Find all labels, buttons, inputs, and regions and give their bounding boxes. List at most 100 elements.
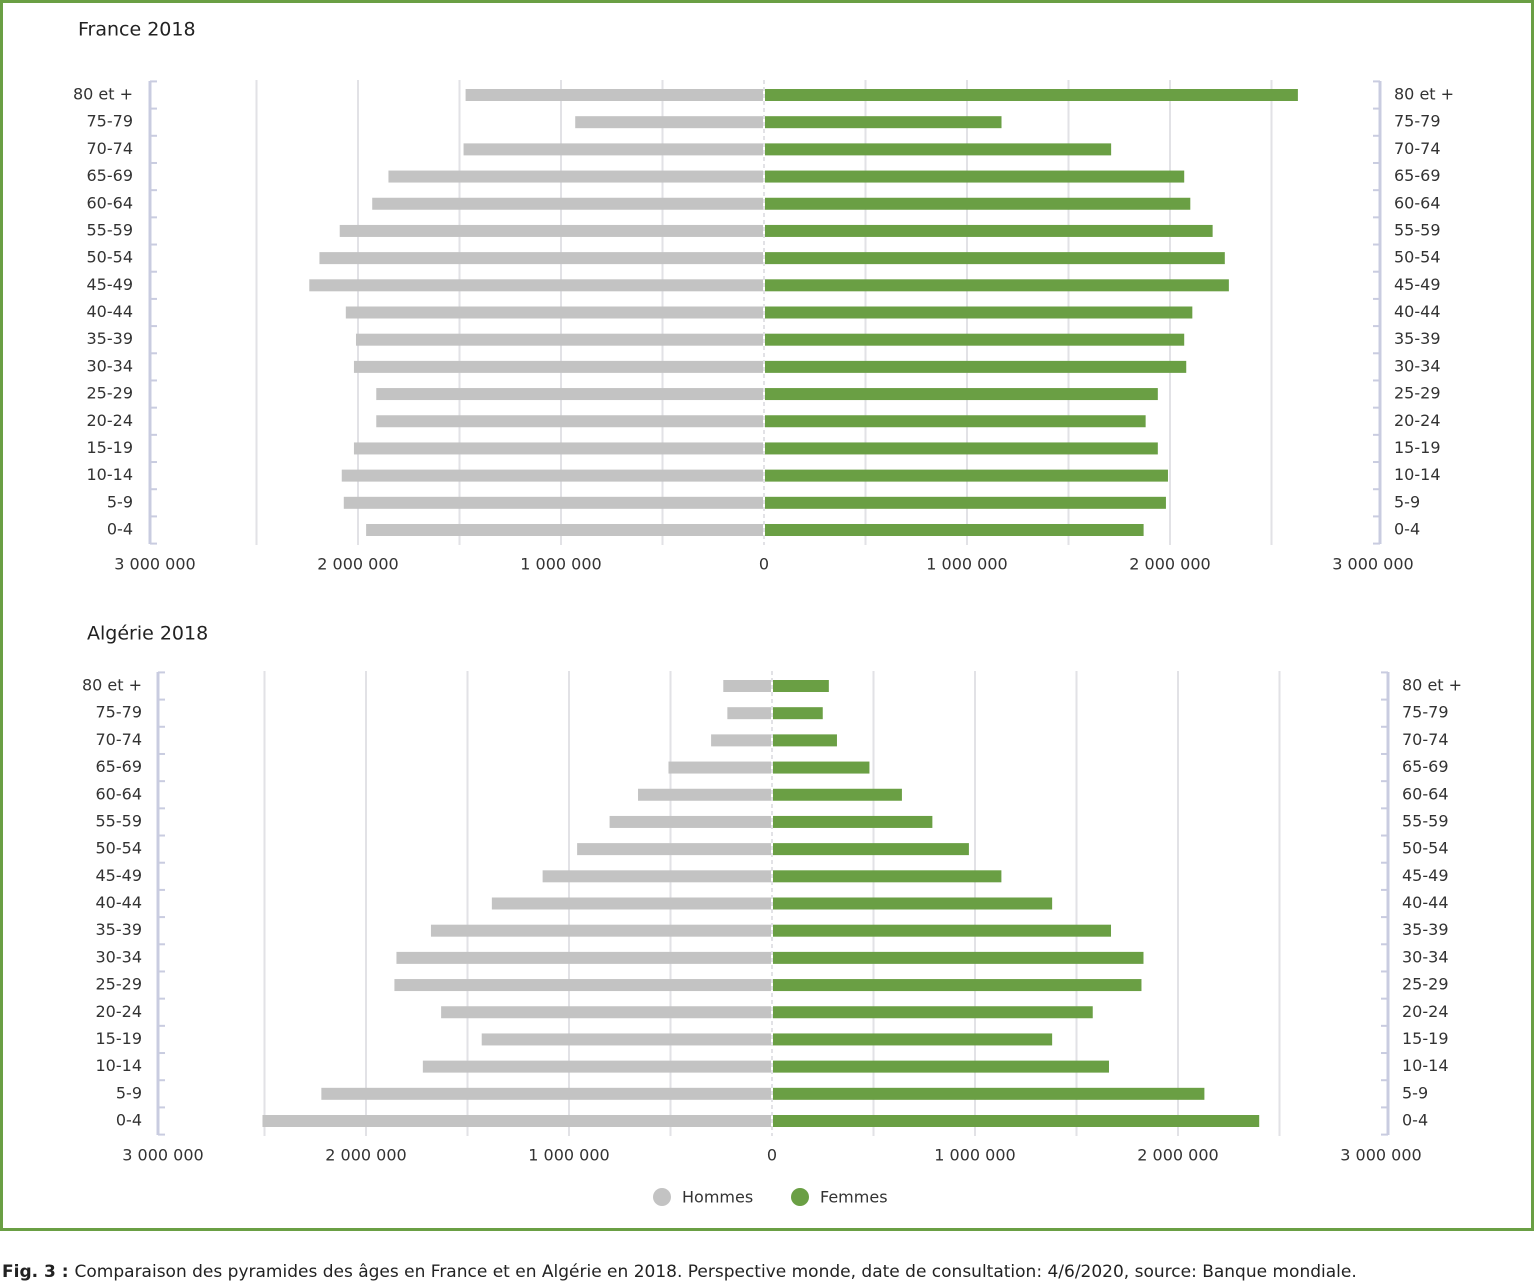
bar	[353, 442, 763, 455]
bar	[723, 680, 771, 692]
x-tick-label: 2 000 000	[325, 1146, 406, 1165]
bar	[765, 333, 1185, 346]
y-tick-label: 15-19	[87, 438, 134, 457]
y-tick-label: 80 et +	[82, 676, 142, 695]
y-tick-label: 80 et +	[1394, 85, 1454, 104]
x-tick-label: 3 000 000	[1340, 1146, 1421, 1165]
bar	[765, 116, 1002, 129]
bar	[422, 1060, 771, 1073]
bar	[765, 496, 1166, 509]
y-tick-label: 10-14	[1394, 465, 1441, 484]
y-tick-label: 65-69	[1394, 166, 1441, 185]
bar	[394, 979, 771, 992]
y-tick-label: 40-44	[1394, 302, 1441, 321]
bar	[638, 788, 771, 801]
bar	[668, 761, 771, 774]
y-tick-label: 55-59	[1402, 811, 1449, 830]
y-tick-label: 65-69	[1402, 757, 1449, 776]
y-tick-label: 5-9	[116, 1083, 142, 1102]
caption-label: Fig. 3 :	[2, 1262, 69, 1282]
chart-title: Algérie 2018	[87, 623, 208, 645]
y-tick-label: 40-44	[1402, 893, 1449, 912]
bar	[773, 1115, 1260, 1127]
y-tick-label: 5-9	[1402, 1083, 1428, 1102]
bar	[430, 924, 771, 937]
bar	[765, 360, 1187, 373]
y-tick-label: 30-34	[87, 356, 134, 375]
bar	[577, 843, 771, 856]
bar	[319, 252, 763, 265]
x-tick-label: 2 000 000	[1137, 1146, 1218, 1165]
y-tick-label: 30-34	[1402, 947, 1449, 966]
bar	[773, 870, 1002, 883]
y-tick-label: 30-34	[96, 947, 143, 966]
y-tick-label: 45-49	[96, 866, 143, 885]
bar	[765, 524, 1144, 536]
y-tick-label: 20-24	[87, 411, 134, 430]
bar	[542, 870, 771, 883]
y-tick-label: 15-19	[96, 1029, 143, 1048]
bar	[773, 788, 902, 801]
bar	[711, 734, 771, 747]
y-tick-label: 15-19	[1394, 438, 1441, 457]
x-tick-label: 0	[767, 1146, 777, 1165]
y-tick-label: 60-64	[96, 784, 143, 803]
bar	[765, 469, 1168, 482]
y-tick-label: 55-59	[96, 811, 143, 830]
bar	[765, 306, 1193, 319]
bar	[321, 1087, 771, 1100]
y-tick-label: 50-54	[96, 839, 143, 858]
bar	[773, 979, 1142, 992]
caption-text: Comparaison des pyramides des âges en Fr…	[75, 1262, 1357, 1282]
bar	[765, 170, 1185, 183]
bar	[609, 815, 771, 828]
bar	[491, 897, 771, 910]
bar	[341, 469, 763, 482]
bar	[773, 680, 829, 692]
y-tick-label: 25-29	[1394, 384, 1441, 403]
bar	[773, 924, 1112, 937]
y-tick-label: 25-29	[1402, 975, 1449, 994]
legend-marker	[653, 1188, 671, 1206]
y-tick-label: 5-9	[107, 492, 133, 511]
bar	[765, 279, 1229, 292]
y-tick-label: 0-4	[1394, 520, 1420, 539]
caption: Fig. 3 : Comparaison des pyramides des âg…	[2, 1262, 1357, 1282]
y-tick-label: 75-79	[96, 703, 143, 722]
x-tick-label: 2 000 000	[1129, 555, 1210, 574]
y-tick-label: 65-69	[87, 166, 134, 185]
y-tick-label: 80 et +	[73, 85, 133, 104]
bar	[366, 524, 763, 536]
bar	[765, 197, 1191, 210]
y-tick-label: 0-4	[107, 520, 133, 539]
y-tick-label: 65-69	[96, 757, 143, 776]
bar	[481, 1033, 771, 1046]
y-tick-label: 70-74	[87, 139, 134, 158]
y-tick-label: 50-54	[1402, 839, 1449, 858]
bar	[765, 442, 1158, 455]
y-tick-label: 10-14	[87, 465, 134, 484]
y-tick-label: 35-39	[96, 920, 143, 939]
y-tick-label: 60-64	[1402, 784, 1449, 803]
y-tick-label: 55-59	[1394, 220, 1441, 239]
bar	[396, 951, 771, 964]
y-tick-label: 25-29	[96, 975, 143, 994]
y-tick-label: 20-24	[96, 1002, 143, 1021]
bar	[773, 897, 1053, 910]
y-tick-label: 25-29	[87, 384, 134, 403]
y-tick-label: 0-4	[116, 1111, 142, 1130]
x-tick-label: 1 000 000	[934, 1146, 1015, 1165]
legend-marker	[791, 1188, 809, 1206]
bar	[773, 707, 823, 720]
bar	[463, 143, 763, 156]
bar	[765, 252, 1225, 265]
x-tick-label: 0	[759, 555, 769, 574]
bar	[727, 707, 771, 720]
bar	[765, 388, 1158, 401]
chart-title: France 2018	[78, 19, 196, 41]
y-tick-label: 70-74	[96, 730, 143, 749]
bar	[765, 224, 1213, 237]
frame	[0, 0, 1534, 1231]
bar	[765, 415, 1146, 428]
